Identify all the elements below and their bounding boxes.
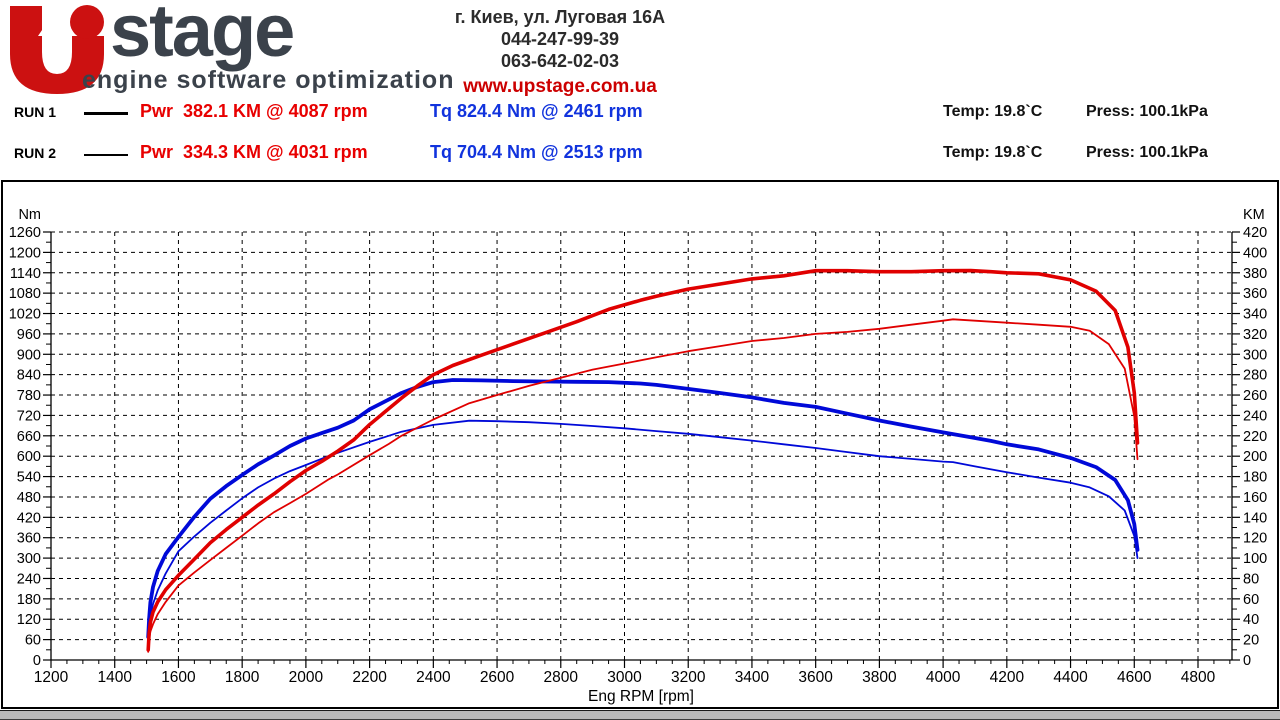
svg-text:100: 100 [1243, 551, 1267, 567]
svg-text:3600: 3600 [798, 669, 833, 686]
svg-text:200: 200 [1243, 449, 1267, 465]
svg-text:60: 60 [25, 633, 41, 649]
run1-torque-stat: Tq 824.4 Nm @ 2461 rpm [430, 101, 643, 121]
logo-up-arrow-icon [38, 8, 76, 66]
svg-text:4800: 4800 [1181, 669, 1216, 686]
svg-text:120: 120 [17, 612, 41, 628]
svg-text:240: 240 [17, 571, 41, 587]
logo-p-bump [70, 5, 104, 39]
svg-text:0: 0 [1243, 653, 1251, 669]
svg-text:540: 540 [17, 470, 41, 486]
svg-text:1020: 1020 [9, 307, 41, 323]
svg-text:0: 0 [33, 653, 41, 669]
svg-text:900: 900 [17, 347, 41, 363]
svg-text:400: 400 [1243, 245, 1267, 261]
run1-temperature: Temp: 19.8`C [943, 103, 1043, 120]
svg-text:180: 180 [17, 592, 41, 608]
svg-text:4600: 4600 [1117, 669, 1152, 686]
contact-address: г. Киев, ул. Луговая 16А [454, 7, 666, 27]
svg-text:80: 80 [1243, 571, 1259, 587]
svg-text:Nm: Nm [18, 207, 41, 223]
contact-phone-1: 044-247-99-39 [500, 29, 620, 49]
run2-temperature: Temp: 19.8`C [943, 144, 1043, 161]
svg-text:180: 180 [1243, 470, 1267, 486]
svg-text:660: 660 [17, 429, 41, 445]
svg-text:2000: 2000 [289, 669, 324, 686]
run2-torque-stat: Tq 704.4 Nm @ 2513 rpm [430, 142, 643, 162]
svg-text:260: 260 [1243, 388, 1267, 404]
svg-text:60: 60 [1243, 592, 1259, 608]
contact-phone-2: 063-642-02-03 [500, 51, 620, 71]
svg-text:420: 420 [17, 510, 41, 526]
contact-block: г. Киев, ул. Луговая 16А 044-247-99-39 0… [400, 6, 720, 98]
svg-text:300: 300 [17, 551, 41, 567]
svg-text:1140: 1140 [10, 266, 41, 282]
bottom-scrollbar[interactable] [0, 710, 1280, 720]
svg-text:4400: 4400 [1053, 669, 1088, 686]
upstage-logo-emblem [10, 5, 104, 94]
brand-tagline: engine software optimization [82, 66, 455, 94]
svg-text:2800: 2800 [544, 669, 579, 686]
svg-text:3400: 3400 [735, 669, 770, 686]
brand-name: stage [110, 0, 295, 72]
svg-text:1080: 1080 [9, 286, 41, 302]
logo-u-shape [10, 6, 104, 94]
svg-text:600: 600 [17, 449, 41, 465]
run2-legend-row: RUN 2 Pwr 334.3 KM @ 4031 rpm Tq 704.4 N… [0, 142, 1280, 166]
svg-text:720: 720 [17, 408, 41, 424]
svg-text:840: 840 [17, 368, 41, 384]
website-url: www.upstage.com.ua [463, 76, 657, 97]
run2-line-swatch [84, 154, 128, 156]
svg-text:1600: 1600 [161, 669, 196, 686]
svg-text:Eng RPM [rpm]: Eng RPM [rpm] [588, 688, 694, 705]
svg-text:2200: 2200 [352, 669, 387, 686]
svg-text:300: 300 [1243, 347, 1267, 363]
svg-text:960: 960 [17, 327, 41, 343]
run2-label: RUN 2 [14, 145, 57, 161]
svg-text:3800: 3800 [862, 669, 897, 686]
svg-text:380: 380 [1243, 266, 1267, 282]
svg-text:420: 420 [1243, 225, 1267, 241]
svg-text:320: 320 [1243, 327, 1267, 343]
svg-text:360: 360 [1243, 286, 1267, 302]
svg-text:2400: 2400 [416, 669, 451, 686]
svg-text:1400: 1400 [97, 669, 132, 686]
svg-text:1260: 1260 [9, 225, 41, 241]
svg-text:KM: KM [1243, 207, 1265, 223]
svg-text:3000: 3000 [607, 669, 642, 686]
svg-text:780: 780 [17, 388, 41, 404]
svg-text:1200: 1200 [34, 669, 69, 686]
svg-text:140: 140 [1243, 510, 1267, 526]
svg-text:4000: 4000 [926, 669, 961, 686]
svg-text:220: 220 [1243, 429, 1267, 445]
svg-text:4200: 4200 [990, 669, 1025, 686]
svg-text:240: 240 [1243, 408, 1267, 424]
svg-text:1800: 1800 [225, 669, 260, 686]
svg-text:280: 280 [1243, 368, 1267, 384]
svg-text:40: 40 [1243, 612, 1259, 628]
svg-text:1200: 1200 [9, 245, 41, 261]
run1-legend-row: RUN 1 Pwr 382.1 KM @ 4087 rpm Tq 824.4 N… [0, 101, 1280, 125]
svg-text:3200: 3200 [671, 669, 706, 686]
run2-pressure: Press: 100.1kPa [1086, 144, 1208, 161]
svg-text:360: 360 [17, 531, 41, 547]
svg-text:160: 160 [1243, 490, 1267, 506]
svg-text:340: 340 [1243, 307, 1267, 323]
svg-text:120: 120 [1243, 531, 1267, 547]
run1-label: RUN 1 [14, 104, 57, 120]
svg-text:2600: 2600 [480, 669, 515, 686]
run1-power-stat: Pwr 382.1 KM @ 4087 rpm [140, 101, 368, 121]
upstage-logo: stage engine software optimization [6, 0, 453, 98]
svg-text:480: 480 [17, 490, 41, 506]
svg-text:20: 20 [1243, 633, 1259, 649]
run2-power-stat: Pwr 334.3 KM @ 4031 rpm [140, 142, 368, 162]
run1-line-swatch [84, 112, 128, 115]
run1-pressure: Press: 100.1kPa [1086, 103, 1208, 120]
